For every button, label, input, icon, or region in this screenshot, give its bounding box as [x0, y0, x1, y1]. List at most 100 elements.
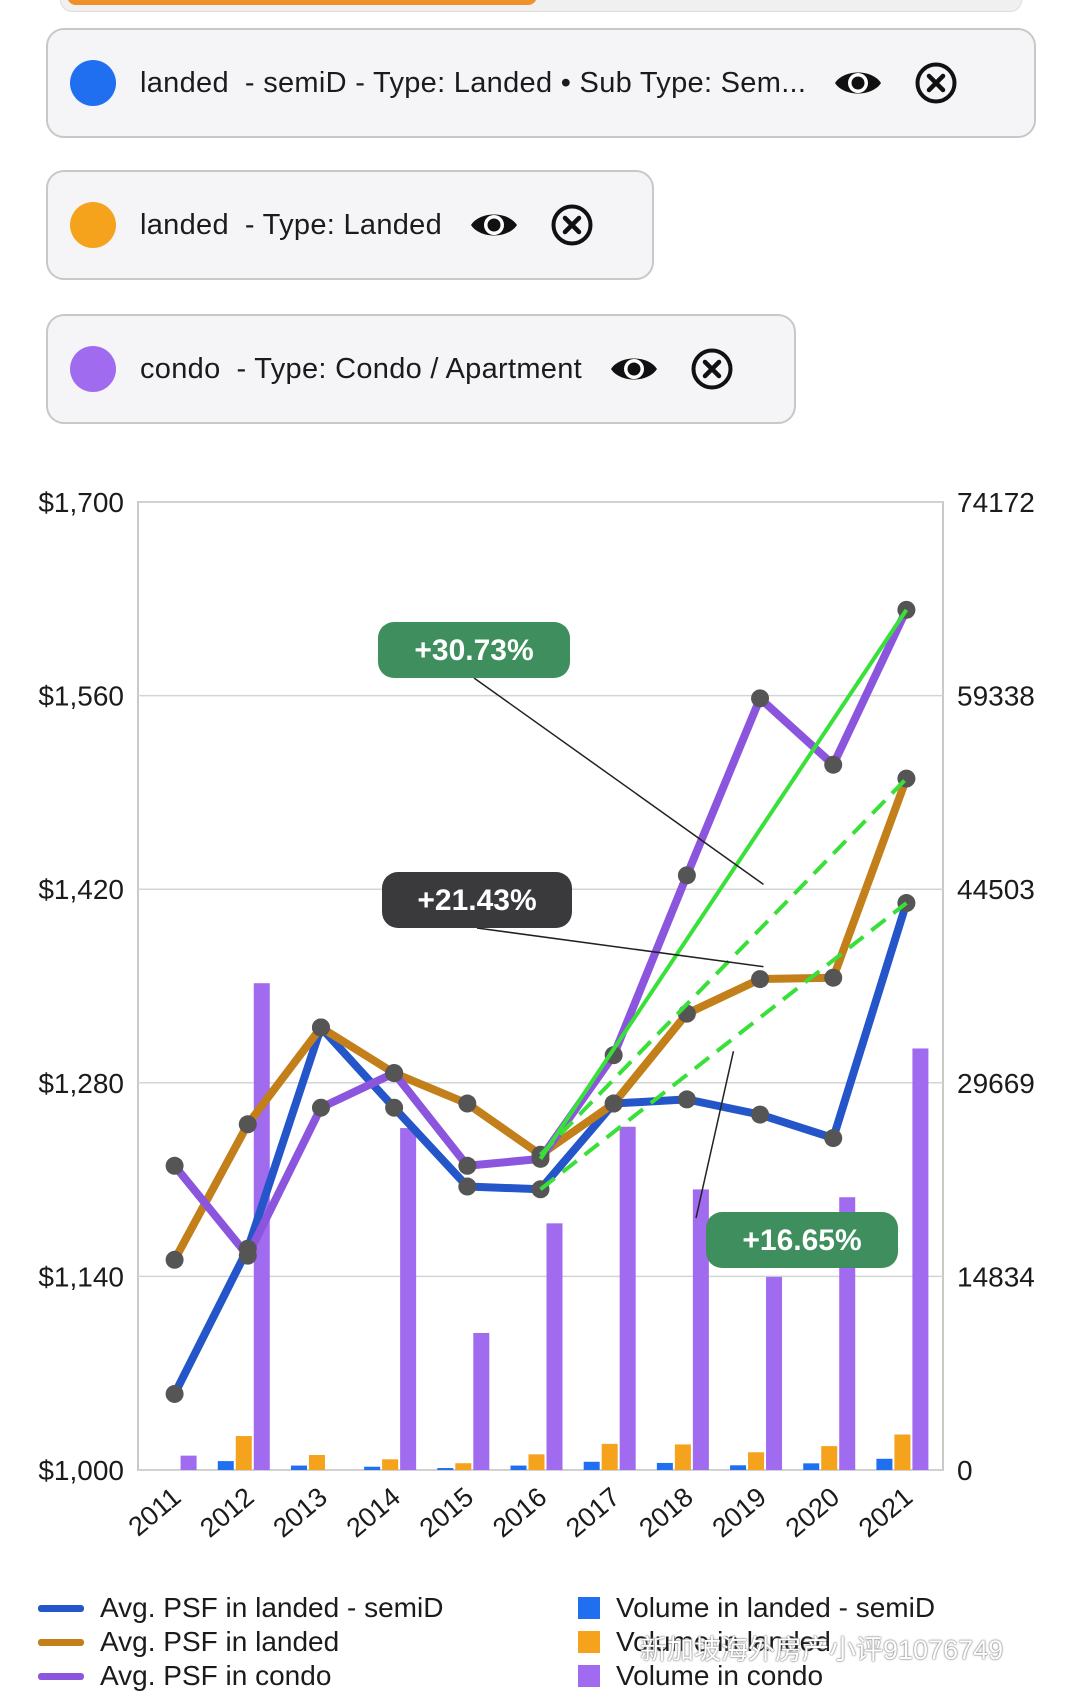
legend-line-swatch	[38, 1638, 84, 1646]
data-point-1-2019	[751, 970, 770, 989]
left-axis-tick-label: $1,560	[38, 681, 124, 712]
previous-control-remnant	[60, 0, 1022, 12]
filter-label: landed	[140, 66, 229, 99]
annotation-leader	[476, 927, 764, 968]
x-axis-tick-label: 2016	[487, 1482, 552, 1544]
right-axis-tick-label: 29669	[957, 1068, 1035, 1099]
bar-2-2017	[619, 1126, 636, 1470]
legend-label: Avg. PSF in landed	[100, 1626, 340, 1657]
bar-0-2020	[803, 1463, 820, 1470]
filter-chip-landed[interactable]: landed - Type: Landed	[46, 170, 654, 280]
legend-label: Volume in condo	[616, 1660, 824, 1691]
annotation-badge	[382, 872, 572, 928]
right-axis-tick-label: 74172	[957, 487, 1035, 518]
data-point-2-2015	[458, 1156, 477, 1175]
data-point-0-2014	[385, 1098, 404, 1117]
series-color-dot	[70, 60, 116, 106]
data-point-0-2018	[677, 1090, 696, 1109]
x-axis-tick-label: 2012	[194, 1482, 259, 1544]
bar-0-2016	[510, 1465, 527, 1470]
data-point-2-2011	[165, 1156, 184, 1175]
psf-volume-chart: $1,700 $1,560 $1,420 $1,280 $1,140 $1,000 7417…	[38, 487, 1035, 1544]
annotation-badge	[378, 622, 570, 678]
bar-2-2018	[692, 1189, 709, 1470]
legend-item-volume-landed-semid[interactable]: Volume in landed - semiD	[578, 1592, 935, 1624]
filter-description: - Type: Landed	[244, 208, 443, 241]
legend-bar-swatch	[578, 1597, 600, 1619]
filter-description: - semiD - Type: Landed • Sub Type: Sem..…	[244, 66, 807, 99]
bar-2-2011	[180, 1455, 197, 1470]
legend-bar-swatch	[578, 1631, 600, 1653]
eye-icon[interactable]	[468, 205, 520, 245]
data-point-0-2020	[824, 1129, 843, 1148]
bar-1-2013	[308, 1454, 325, 1470]
right-axis-tick-label: 0	[957, 1455, 973, 1486]
close-circle-icon[interactable]	[550, 203, 594, 247]
data-point-2-2017	[604, 1046, 623, 1065]
data-point-0-2015	[458, 1177, 477, 1196]
right-axis-tick-label: 14834	[957, 1261, 1035, 1292]
legend-line-swatch	[38, 1672, 84, 1680]
filter-label: landed	[140, 208, 229, 241]
bar-1-2020	[821, 1446, 838, 1470]
chart-legend: Avg. PSF in landed - semiD Avg. PSF in l…	[0, 1590, 1080, 1692]
data-point-1-2017	[604, 1094, 623, 1113]
legend-label: Avg. PSF in landed - semiD	[100, 1592, 444, 1623]
bar-0-2012	[217, 1461, 234, 1470]
annotation-leader	[473, 677, 764, 885]
x-axis-tick-label: 2011	[123, 1482, 187, 1542]
filter-chip-landed-semid[interactable]: landed - semiD - Type: Landed • Sub Type…	[46, 28, 1036, 138]
filter-label: condo	[140, 352, 221, 385]
legend-line-swatch	[38, 1604, 84, 1612]
data-point-1-2012	[238, 1115, 257, 1134]
legend-label: Avg. PSF in condo	[100, 1660, 332, 1691]
bar-0-2013	[290, 1465, 307, 1470]
series-color-dot	[70, 346, 116, 392]
x-axis-tick-label: 2020	[780, 1482, 845, 1544]
left-axis-tick-label: $1,280	[38, 1068, 124, 1099]
annotation-label: +16.65%	[742, 1224, 861, 1257]
bar-0-2021	[876, 1458, 893, 1470]
legend-item-volume-condo[interactable]: Volume in condo	[578, 1660, 823, 1692]
bar-1-2018	[674, 1444, 691, 1470]
data-point-1-2013	[311, 1018, 330, 1037]
annotation-badge	[706, 1212, 898, 1268]
bar-1-2012	[235, 1436, 252, 1470]
legend-item-avg-psf-landed[interactable]: Avg. PSF in landed	[38, 1626, 339, 1658]
x-axis-tick-label: 2021	[853, 1482, 918, 1544]
legend-item-avg-psf-condo[interactable]: Avg. PSF in condo	[38, 1660, 331, 1692]
left-axis-tick-label: $1,000	[38, 1455, 124, 1486]
close-circle-icon[interactable]	[914, 61, 958, 105]
left-axis-tick-label: $1,700	[38, 487, 124, 518]
legend-label: Volume in landed - semiD	[616, 1592, 936, 1623]
trend-line-2	[538, 608, 909, 1160]
legend-item-avg-psf-landed-semid[interactable]: Avg. PSF in landed - semiD	[38, 1592, 443, 1624]
right-axis-tick-label: 59338	[957, 681, 1035, 712]
filter-chip-condo[interactable]: condo - Type: Condo / Apartment	[46, 314, 796, 424]
data-point-0-2019	[751, 1105, 770, 1124]
bar-1-2017	[601, 1443, 618, 1470]
x-axis-tick-label: 2019	[707, 1482, 772, 1544]
x-axis-tick-label: 2017	[560, 1482, 625, 1544]
data-point-2-2013	[311, 1098, 330, 1117]
bar-2-2014	[400, 1128, 417, 1470]
trend-line-0	[539, 901, 908, 1191]
legend-item-volume-landed[interactable]: Volume in landed	[578, 1626, 831, 1658]
x-axis-tick-label: 2018	[633, 1482, 698, 1544]
eye-icon[interactable]	[832, 63, 884, 103]
x-axis-tick-label: 2014	[341, 1482, 406, 1544]
close-circle-icon[interactable]	[690, 347, 734, 391]
annotation-leader	[695, 1050, 735, 1219]
annotation-label: +21.43%	[417, 884, 536, 917]
data-point-1-2018	[677, 1004, 696, 1023]
bar-2-2021	[912, 1048, 929, 1470]
data-point-2-2018	[677, 866, 696, 885]
data-point-1-2015	[458, 1094, 477, 1113]
bar-2-2019	[766, 1276, 783, 1470]
eye-icon[interactable]	[608, 349, 660, 389]
bar-0-2014	[364, 1466, 381, 1470]
annotation-label: +30.73%	[414, 634, 533, 667]
data-point-2-2012	[238, 1246, 257, 1265]
x-axis-tick-label: 2013	[268, 1482, 333, 1544]
data-point-2-2019	[751, 689, 770, 708]
